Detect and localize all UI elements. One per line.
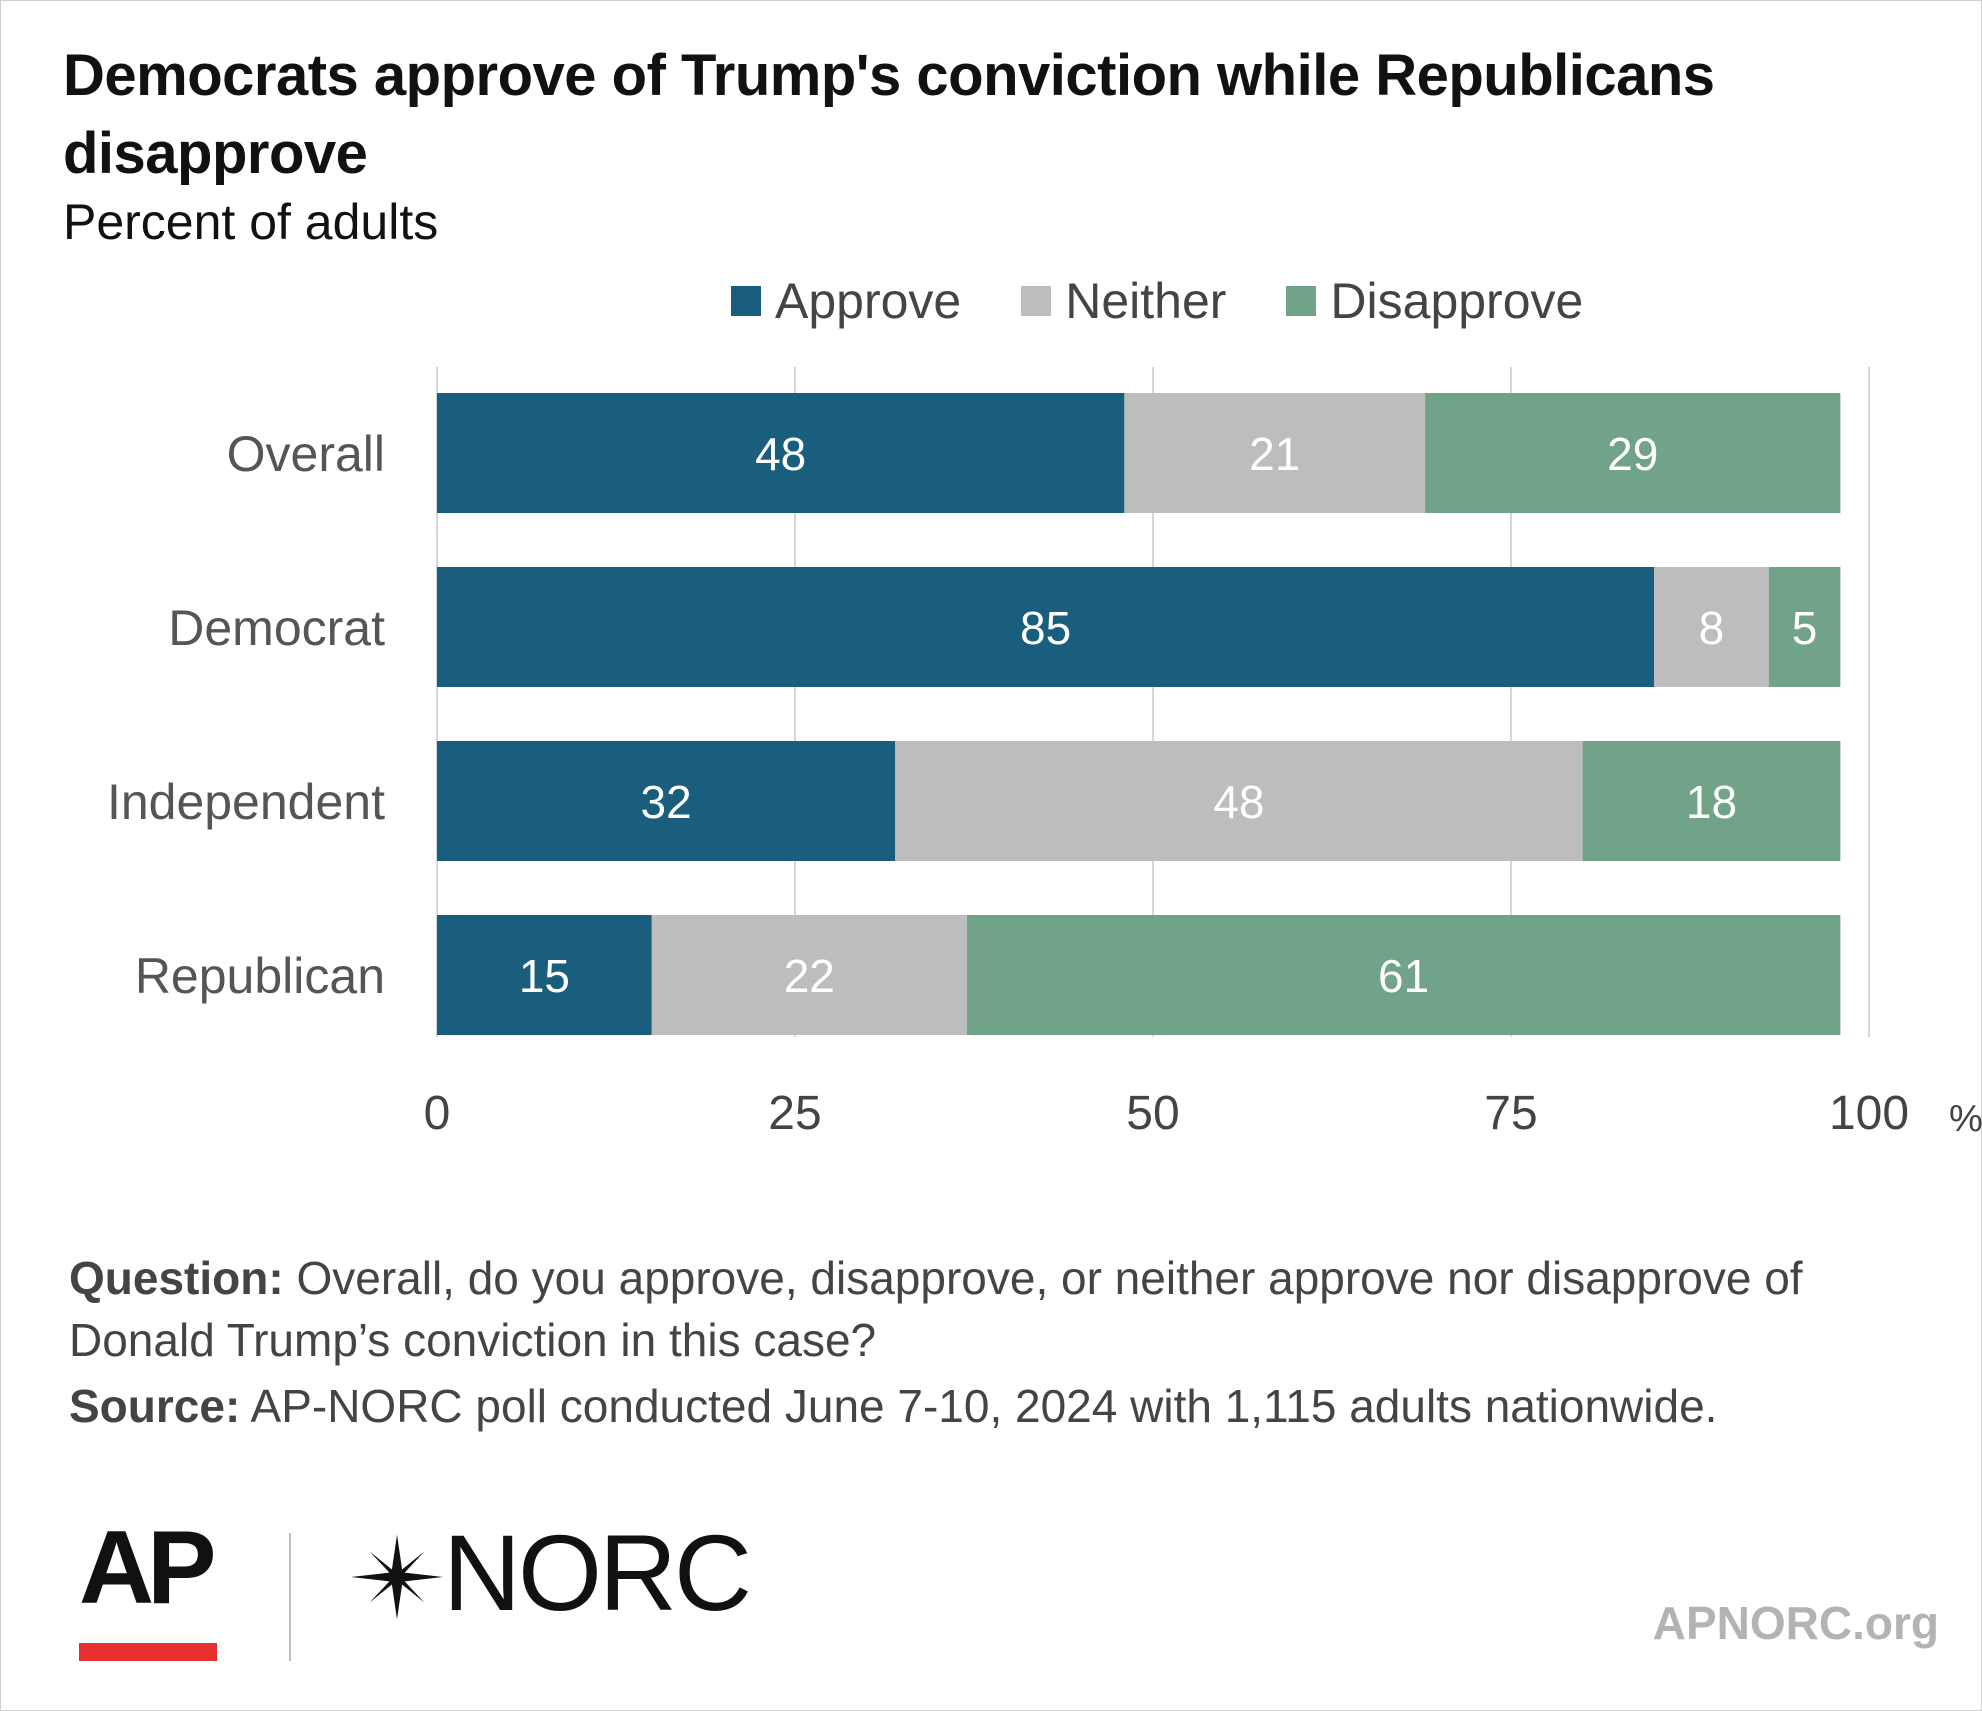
data-label: 15 [519,950,570,1002]
legend-item-approve: Approve [731,272,961,330]
source-label: Source: [69,1380,241,1432]
x-unit-label: % [1949,1098,1982,1140]
bar-neither [651,915,967,1035]
data-label: 22 [784,950,835,1002]
data-label: 18 [1686,776,1737,828]
site-url: APNORC.org [1652,1597,1939,1649]
bar-disapprove [1768,567,1841,687]
question-text: Overall, do you approve, disapprove, or … [69,1252,1803,1366]
source-note: Source: AP-NORC poll conducted June 7-10… [69,1375,1939,1437]
bar-approve [437,393,1125,513]
x-tick-label: 25 [768,1087,821,1140]
category-label: Republican [135,948,385,1004]
data-label: 21 [1249,428,1300,480]
data-label: 29 [1607,428,1658,480]
legend-swatch [731,286,761,316]
x-tick-label: 50 [1126,1087,1179,1140]
data-label: 5 [1792,602,1818,654]
question-label: Question: [69,1252,284,1304]
ap-logo: AP [79,1513,219,1663]
bar-disapprove [966,915,1841,1035]
question-note: Question: Overall, do you approve, disap… [69,1247,1939,1371]
legend-item-disapprove: Disapprove [1286,272,1583,330]
norc-logo: NORC [351,1512,752,1633]
category-label: Independent [107,774,385,830]
bar-disapprove [1582,741,1841,861]
bar-neither [1124,393,1426,513]
legend-item-neither: Neither [1021,272,1226,330]
category-label: Democrat [168,600,385,656]
category-label: Overall [227,426,385,482]
data-label: 85 [1020,602,1071,654]
bar-approve [437,741,896,861]
x-tick-label: 0 [424,1087,451,1140]
ap-logo-text: AP [79,1510,217,1626]
data-label: 48 [755,428,806,480]
footnote: Question: Overall, do you approve, disap… [69,1247,1939,1437]
legend-label: Approve [775,273,962,329]
data-label: 61 [1378,950,1429,1002]
data-label: 48 [1213,776,1264,828]
bar-approve [437,915,652,1035]
legend: Approve Neither Disapprove [731,269,1643,333]
source-text: AP-NORC poll conducted June 7-10, 2024 w… [250,1380,1718,1432]
x-tick-label: 75 [1484,1087,1537,1140]
legend-label: Disapprove [1330,273,1584,329]
legend-label: Neither [1065,273,1227,329]
legend-swatch [1021,286,1052,316]
bar-disapprove [1425,393,1841,513]
bar-approve [437,567,1655,687]
logo-divider [289,1533,291,1661]
x-tick-label: 100 [1829,1087,1909,1140]
bar-neither [1654,567,1769,687]
chart-title: Democrats approve of Trump's conviction … [63,43,1715,186]
bar-neither [895,741,1583,861]
norc-star-icon [351,1534,443,1620]
data-label: 8 [1699,602,1725,654]
ap-logo-bar [79,1643,217,1661]
chart-subtitle: Percent of adults [63,194,439,250]
legend-swatch [1286,286,1317,316]
data-label: 32 [641,776,692,828]
norc-logo-text: NORC [443,1512,752,1633]
